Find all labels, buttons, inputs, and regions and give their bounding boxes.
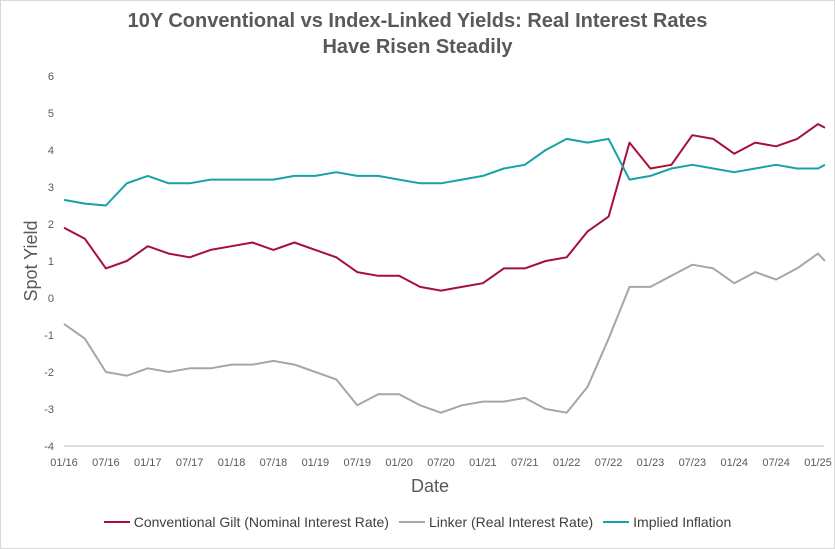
y-tick-label: 2 xyxy=(48,219,54,231)
x-axis: 01/16 07/16 01/17 07/17 01/18 07/18 01/19 07/19… xyxy=(50,445,832,469)
x-tick-label: 07/24 xyxy=(762,457,790,469)
x-tick-label: 07/18 xyxy=(260,457,288,469)
y-tick-label: -4 xyxy=(44,441,54,453)
x-tick-label: 01/16 xyxy=(50,457,78,469)
x-axis-title: Date xyxy=(411,476,449,496)
series-line-0 xyxy=(63,123,826,292)
y-tick-label: 5 xyxy=(48,108,54,120)
chart-title: 10Y Conventional vs Index-Linked Yields:… xyxy=(0,8,835,60)
series-lines xyxy=(63,123,826,414)
x-tick-label: 01/17 xyxy=(134,457,162,469)
y-tick-label: -2 xyxy=(44,367,54,379)
legend-label: Linker (Real Interest Rate) xyxy=(428,514,594,530)
y-tick-label: 4 xyxy=(48,145,54,157)
legend: Conventional Gilt (Nominal Interest Rate… xyxy=(0,514,835,530)
x-tick-label: 01/25 xyxy=(804,457,832,469)
x-tick-label: 01/19 xyxy=(302,457,330,469)
x-tick-label: 07/22 xyxy=(595,457,623,469)
x-tick-label: 01/21 xyxy=(469,457,497,469)
y-tick-label: 0 xyxy=(48,293,54,305)
x-tick-label: 07/23 xyxy=(679,457,707,469)
x-tick-label: 07/17 xyxy=(176,457,204,469)
y-tick-label: -3 xyxy=(44,404,54,416)
y-axis: 6 5 4 3 2 1 0 -1 -2 -3 -4 xyxy=(44,71,54,453)
x-tick-label: 07/21 xyxy=(511,457,539,469)
x-tick-label: 01/24 xyxy=(720,457,748,469)
x-tick-label: 01/20 xyxy=(385,457,413,469)
legend-swatch xyxy=(398,521,425,523)
chart-title-line2: Have Risen Steadily xyxy=(322,36,513,58)
legend-label: Conventional Gilt (Nominal Interest Rate… xyxy=(133,514,389,530)
x-tick-label: 01/23 xyxy=(637,457,665,469)
y-tick-label: 3 xyxy=(48,182,54,194)
y-tick-label: 6 xyxy=(48,71,54,83)
series-line-2 xyxy=(63,137,826,207)
x-tick-label: 07/20 xyxy=(427,457,455,469)
chart-title-line1: 10Y Conventional vs Index-Linked Yields:… xyxy=(127,10,708,32)
x-tick-label: 07/16 xyxy=(92,457,120,469)
legend-item: Conventional Gilt (Nominal Interest Rate… xyxy=(103,514,389,530)
y-tick-label: 1 xyxy=(48,256,54,268)
series-line-1 xyxy=(63,252,826,414)
x-tick-label: 01/18 xyxy=(218,457,246,469)
legend-item: Implied Inflation xyxy=(603,514,731,530)
x-tick-label: 07/19 xyxy=(343,457,371,469)
legend-label: Implied Inflation xyxy=(633,514,732,530)
legend-swatch xyxy=(603,521,630,523)
y-axis-title: Spot Yield xyxy=(21,220,41,301)
x-tick-label: 01/22 xyxy=(553,457,581,469)
y-tick-label: -1 xyxy=(44,330,54,342)
legend-item: Linker (Real Interest Rate) xyxy=(398,514,594,530)
legend-swatch xyxy=(103,521,130,523)
